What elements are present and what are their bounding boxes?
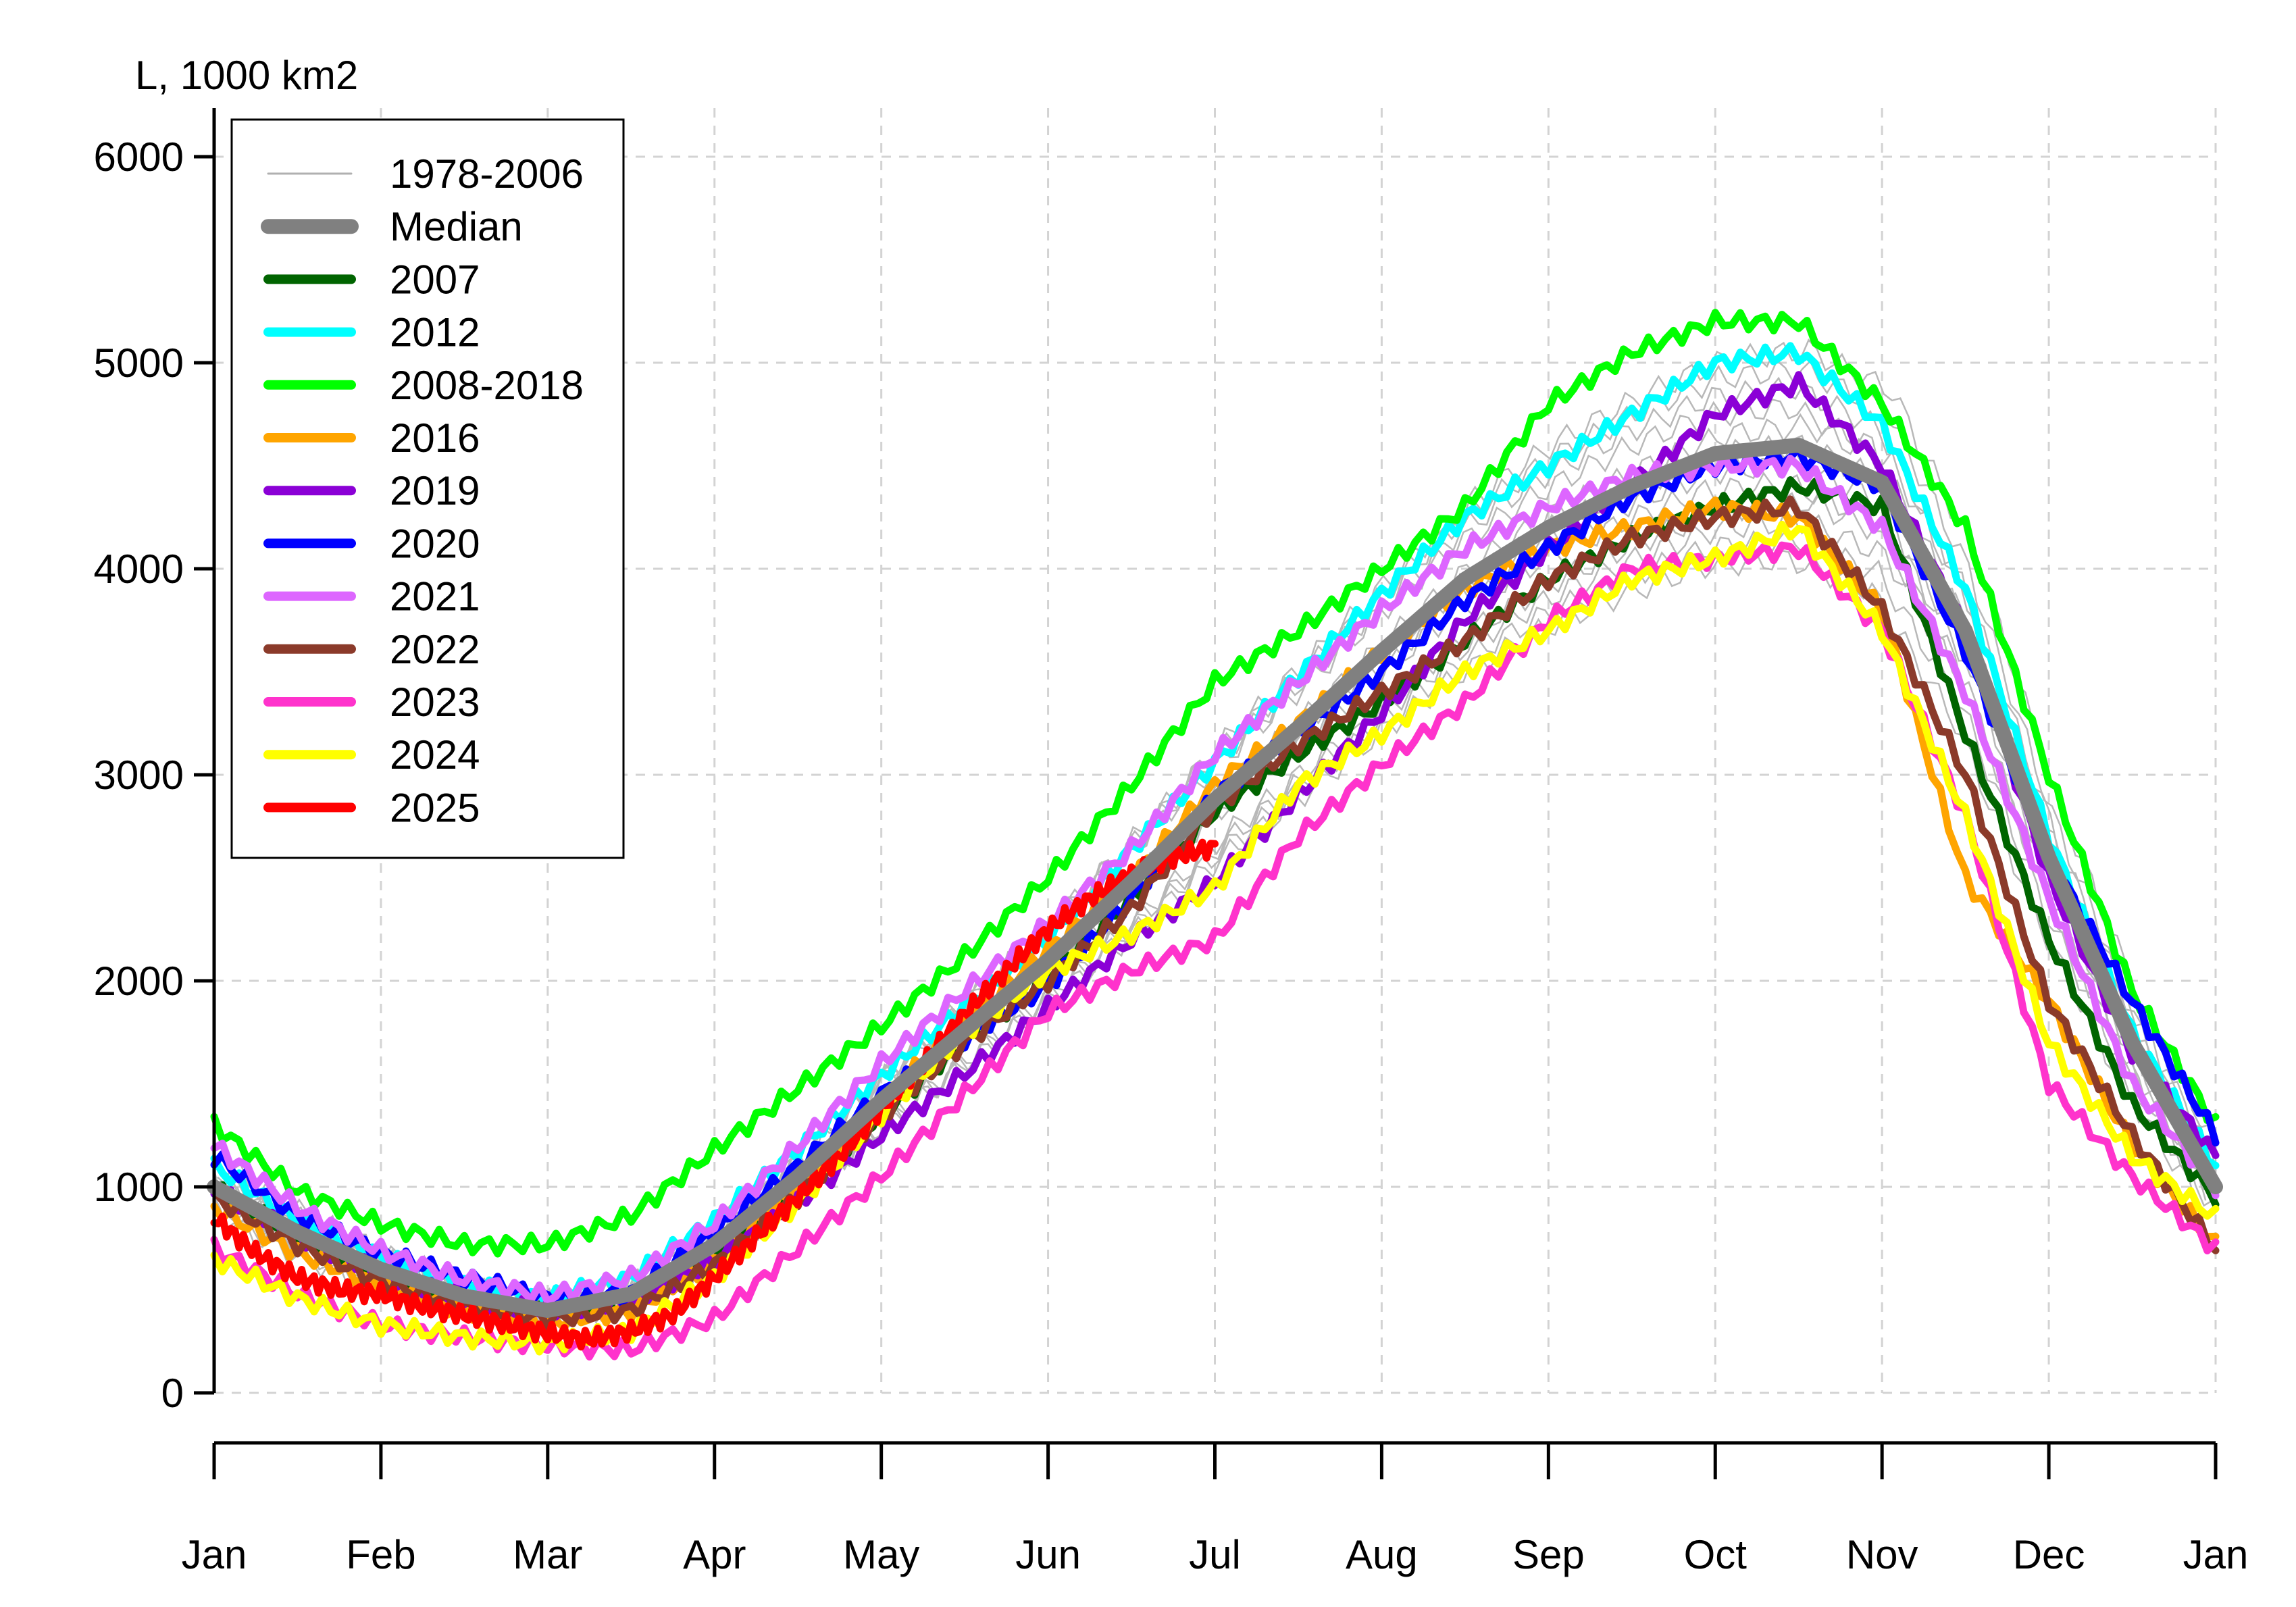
series-line-2008-2018 <box>210 309 2220 1258</box>
x-tick-label: Feb <box>346 1532 415 1577</box>
x-tick-label: Apr <box>683 1532 746 1577</box>
x-ticks: Jan Feb Mar Apr May Jun Jul Aug Sep Oct Nov Dec Jan <box>182 1443 2249 1577</box>
y-tick-label: 0 <box>161 1371 184 1416</box>
y-tick-label: 4000 <box>94 546 184 592</box>
x-tick-label: Jan <box>2183 1532 2249 1577</box>
legend-label: 2012 <box>390 310 480 355</box>
x-tick-label: Jan <box>182 1532 247 1577</box>
legend-label: 2008-2018 <box>390 363 584 408</box>
legend-label: 2025 <box>390 785 480 830</box>
x-tick-label: Dec <box>2013 1532 2085 1577</box>
x-tick-label: Oct <box>1684 1532 1747 1577</box>
y-tick-label: 6000 <box>94 134 184 180</box>
legend-label: 2023 <box>390 680 480 725</box>
legend-label: 2024 <box>390 732 480 777</box>
x-tick-label: Nov <box>1846 1532 1918 1577</box>
y-tick-label: 1000 <box>94 1165 184 1210</box>
x-tick-label: May <box>843 1532 919 1577</box>
legend-label: 2007 <box>390 257 480 302</box>
y-axis-label: L, 1000 km2 <box>135 53 358 98</box>
legend-label: 1978-2006 <box>390 151 584 197</box>
legend: 1978-2006 Median 2007 2012 2008-2018 2016 2019… <box>230 118 625 859</box>
series-line-median <box>207 438 2223 1318</box>
x-tick-label: Sep <box>1512 1532 1585 1577</box>
x-tick-label: Aug <box>1346 1532 1418 1577</box>
series-lines <box>207 309 2223 1361</box>
legend-label: 2016 <box>390 415 480 461</box>
y-tick-label: 3000 <box>94 753 184 798</box>
x-tick-label: Mar <box>513 1532 582 1577</box>
series-line-2021 <box>210 453 2220 1305</box>
y-tick-label: 2000 <box>94 959 184 1004</box>
legend-label: 2019 <box>390 468 480 513</box>
legend-label: 2020 <box>390 521 480 566</box>
x-tick-label: Jun <box>1015 1532 1081 1577</box>
series-line-2025 <box>210 838 1219 1351</box>
y-ticks: 0 1000 2000 3000 4000 5000 6000 <box>94 134 214 1416</box>
legend-label: 2022 <box>390 627 480 672</box>
x-tick-label: Jul <box>1189 1532 1241 1577</box>
legend-label: Median <box>390 204 523 249</box>
y-tick-label: 5000 <box>94 340 184 386</box>
legend-label: 2021 <box>390 574 480 619</box>
